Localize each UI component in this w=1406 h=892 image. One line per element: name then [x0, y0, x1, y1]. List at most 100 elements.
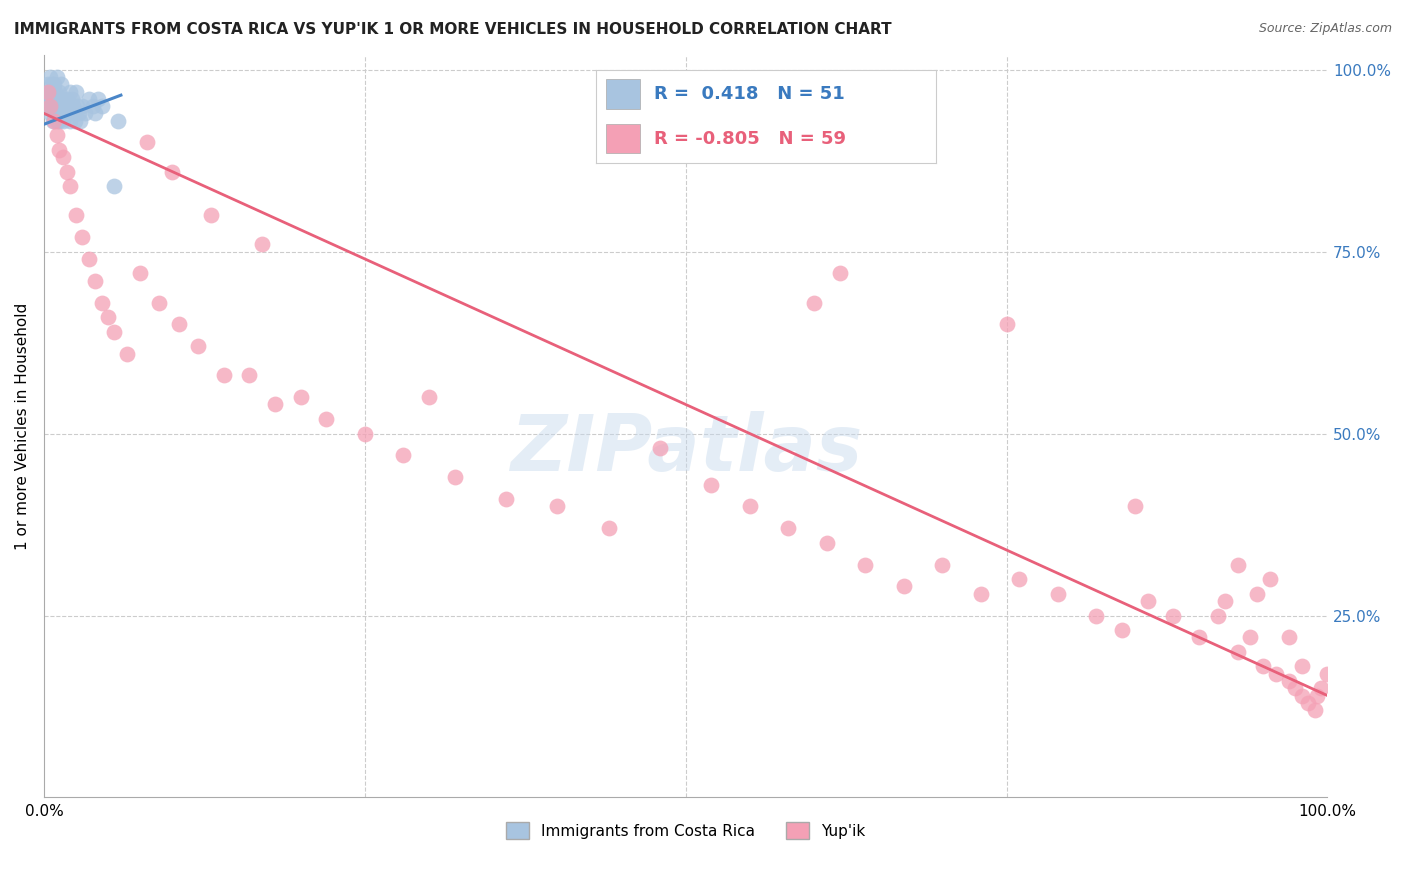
Point	[1310, 681, 1333, 696]
Point	[1208, 608, 1230, 623]
Point	[45, 113, 67, 128]
Point	[66, 99, 89, 113]
Point	[58, 85, 80, 99]
Point	[1226, 645, 1249, 659]
Point	[117, 346, 139, 360]
Point	[72, 230, 94, 244]
Point	[41, 99, 63, 113]
Point	[82, 99, 104, 113]
Point	[46, 92, 69, 106]
Point	[1258, 572, 1281, 586]
Point	[46, 106, 69, 120]
Point	[90, 295, 112, 310]
Point	[49, 99, 72, 113]
Point	[44, 77, 66, 91]
Point	[41, 77, 63, 91]
Point	[72, 99, 94, 113]
Point	[212, 368, 235, 383]
Point	[1278, 673, 1301, 688]
Point	[49, 77, 72, 91]
Text: Source: ZipAtlas.com: Source: ZipAtlas.com	[1258, 22, 1392, 36]
Point	[63, 113, 86, 128]
Point	[39, 70, 62, 84]
Point	[39, 99, 62, 113]
Point	[53, 99, 76, 113]
Point	[1246, 587, 1268, 601]
Point	[52, 92, 75, 106]
Point	[1111, 623, 1133, 637]
Point	[48, 143, 70, 157]
Point	[893, 579, 915, 593]
Point	[103, 179, 125, 194]
Point	[37, 85, 59, 99]
Point	[970, 587, 993, 601]
Text: IMMIGRANTS FROM COSTA RICA VS YUP'IK 1 OR MORE VEHICLES IN HOUSEHOLD CORRELATION: IMMIGRANTS FROM COSTA RICA VS YUP'IK 1 O…	[14, 22, 891, 37]
Point	[44, 113, 66, 128]
Point	[73, 106, 96, 120]
Point	[65, 208, 87, 222]
Point	[45, 70, 67, 84]
Point	[648, 441, 671, 455]
Point	[37, 85, 59, 99]
Legend: Immigrants from Costa Rica, Yup'ik: Immigrants from Costa Rica, Yup'ik	[501, 815, 872, 846]
Point	[1291, 689, 1313, 703]
Point	[1278, 631, 1301, 645]
Point	[200, 208, 222, 222]
Point	[148, 295, 170, 310]
Point	[45, 128, 67, 143]
Point	[1123, 500, 1146, 514]
Point	[87, 92, 110, 106]
Point	[1008, 572, 1031, 586]
Point	[931, 558, 953, 572]
Point	[42, 113, 65, 128]
Point	[238, 368, 260, 383]
Point	[38, 85, 60, 99]
Point	[1136, 594, 1159, 608]
Point	[103, 325, 125, 339]
Point	[1046, 587, 1069, 601]
Point	[59, 106, 82, 120]
Text: ZIPatlas: ZIPatlas	[509, 410, 862, 486]
Point	[1239, 631, 1261, 645]
Point	[443, 470, 465, 484]
Point	[1316, 666, 1339, 681]
Point	[392, 449, 415, 463]
Point	[290, 390, 312, 404]
Point	[418, 390, 440, 404]
Point	[828, 267, 851, 281]
Point	[44, 85, 66, 99]
Point	[546, 500, 568, 514]
Point	[1188, 631, 1211, 645]
Point	[69, 113, 91, 128]
Point	[264, 397, 287, 411]
Point	[995, 318, 1018, 332]
Point	[107, 113, 129, 128]
Point	[97, 310, 120, 325]
Point	[62, 99, 84, 113]
Point	[39, 106, 62, 120]
Point	[58, 179, 80, 194]
Point	[803, 295, 825, 310]
Point	[315, 412, 337, 426]
Point	[1213, 594, 1236, 608]
Point	[38, 99, 60, 113]
Point	[1303, 703, 1326, 717]
Point	[48, 85, 70, 99]
Point	[353, 426, 375, 441]
Point	[55, 106, 77, 120]
Point	[1226, 558, 1249, 572]
Point	[44, 99, 66, 113]
Point	[56, 164, 79, 178]
Point	[58, 99, 80, 113]
Point	[129, 267, 152, 281]
Point	[1296, 696, 1319, 710]
Point	[42, 85, 65, 99]
Point	[778, 521, 800, 535]
Point	[48, 113, 70, 128]
Point	[1163, 608, 1185, 623]
Point	[1251, 659, 1274, 673]
Point	[44, 106, 66, 120]
Point	[52, 113, 75, 128]
Point	[598, 521, 620, 535]
Point	[56, 92, 79, 106]
